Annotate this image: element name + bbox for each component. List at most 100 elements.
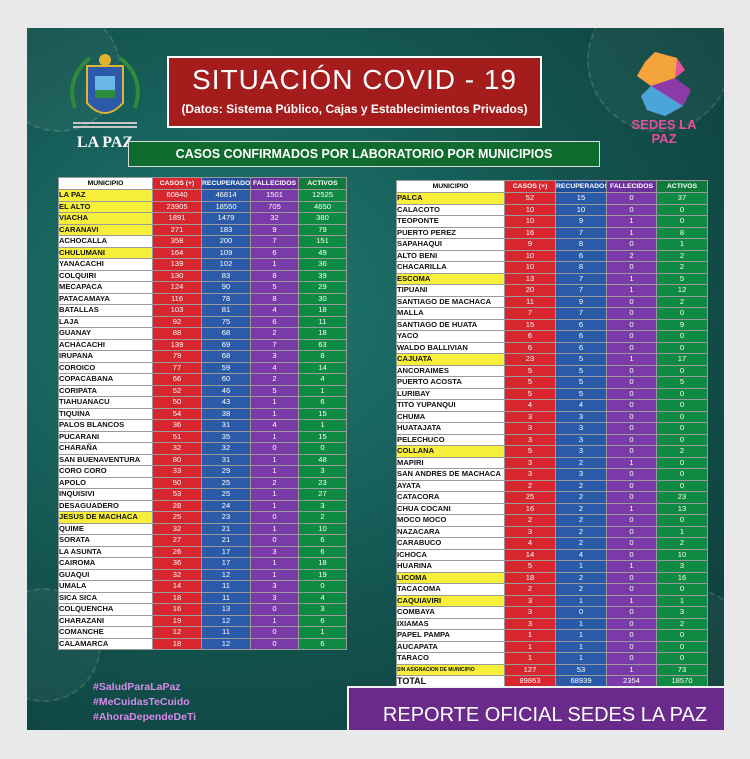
casos-cell: 139 [152, 258, 202, 271]
recuperados-cell: 9 [555, 295, 607, 308]
casos-cell: 16 [504, 226, 556, 239]
recuperados-cell: 6 [555, 249, 607, 262]
municipio-cell: SAN BUENAVENTURA [58, 453, 153, 466]
table-row: MALLA 7 7 0 0 [396, 307, 708, 320]
municipio-cell: TIQUINA [58, 407, 153, 420]
casos-cell: 77 [152, 361, 202, 374]
table-row: PUCARANI 51 35 1 15 [58, 430, 347, 443]
fallecidos-cell: 7 [250, 235, 299, 248]
table-row: CALACOTO 10 10 0 0 [396, 203, 708, 216]
fallecidos-cell: 0 [606, 410, 657, 423]
table-row: SICA SICA 18 11 3 4 [58, 591, 347, 604]
casos-cell: 10 [504, 215, 556, 228]
fallecidos-cell: 0 [250, 534, 299, 547]
fallecidos-cell: 0 [606, 525, 657, 538]
fallecidos-cell: 1 [250, 568, 299, 581]
activos-cell: 3 [298, 603, 347, 616]
fallecidos-cell: 1 [606, 226, 657, 239]
col-header-municipio: MUNICIPIO [58, 177, 153, 190]
coat-of-arms-icon [70, 54, 140, 128]
municipio-cell: PALCA [396, 192, 505, 205]
table-row: ANCORAIMES 5 5 0 0 [396, 364, 708, 377]
municipio-cell: PALOS BLANCOS [58, 419, 153, 432]
logo-right-text: SEDES LA PAZ [631, 117, 697, 146]
table-row: SAPAHAQUI 9 8 0 1 [396, 238, 708, 251]
footer-report-title: REPORTE OFICIAL SEDES LA PAZ [347, 686, 724, 730]
table-row: TARACO 1 1 0 0 [396, 652, 708, 665]
municipio-cell: SANTIAGO DE HUATA [396, 318, 505, 331]
recuperados-cell: 183 [201, 223, 251, 236]
municipio-cell: COMANCHE [58, 626, 153, 639]
activos-cell: 0 [656, 479, 708, 492]
municipio-cell: MOCO MOCO [396, 514, 505, 527]
recuperados-cell: 69 [201, 338, 251, 351]
fallecidos-cell: 1 [250, 488, 299, 501]
recuperados-cell: 17 [201, 557, 251, 570]
table-row: TIQUINA 54 38 1 15 [58, 407, 347, 420]
activos-cell: 380 [298, 212, 347, 225]
table-row: NAZACARA 3 2 0 1 [396, 525, 708, 538]
municipio-cell: COLQUENCHA [58, 603, 153, 616]
municipio-cell: CALAMARCA [58, 637, 153, 650]
fallecidos-cell: 1 [250, 499, 299, 512]
table-row: ESCOMA 13 7 1 5 [396, 272, 708, 285]
activos-cell: 0 [656, 215, 708, 228]
activos-cell: 10 [656, 548, 708, 561]
casos-cell: 26 [152, 545, 202, 558]
recuperados-cell: 11 [201, 580, 251, 593]
municipio-cell: ESCOMA [396, 272, 505, 285]
fallecidos-cell: 1 [250, 258, 299, 271]
recuperados-cell: 6 [555, 318, 607, 331]
municipio-cell: CHUA COCANI [396, 502, 505, 515]
activos-cell: 0 [656, 514, 708, 527]
recuperados-cell: 7 [555, 272, 607, 285]
recuperados-cell: 29 [201, 465, 251, 478]
table-row: SORATA 27 21 0 6 [58, 534, 347, 547]
municipio-cell: CHARAZANI [58, 614, 153, 627]
municipio-cell: COMBAYA [396, 606, 505, 619]
fallecidos-cell: 0 [606, 479, 657, 492]
fallecidos-cell: 1 [606, 215, 657, 228]
activos-cell: 30 [298, 292, 347, 305]
activos-cell: 37 [656, 192, 708, 205]
activos-cell: 2 [656, 445, 708, 458]
casos-cell: 130 [152, 269, 202, 282]
fallecidos-cell: 2 [250, 476, 299, 489]
recuperados-cell: 25 [201, 476, 251, 489]
col-header-fallecidos: FALLECIDOS [250, 177, 299, 190]
recuperados-cell: 5 [555, 353, 607, 366]
activos-cell: 3 [298, 499, 347, 512]
casos-cell: 116 [152, 292, 202, 305]
recuperados-cell: 12 [201, 614, 251, 627]
table-row: SIN ASIGNACION DE MUNICIPIO 127 53 1 73 [396, 663, 708, 676]
casos-cell: 25 [504, 491, 556, 504]
recuperados-cell: 1479 [201, 212, 251, 225]
table-row: QUIME 32 21 1 10 [58, 522, 347, 535]
activos-cell: 6 [298, 545, 347, 558]
activos-cell: 15 [298, 430, 347, 443]
casos-cell: 1 [504, 640, 556, 653]
casos-cell: 13 [504, 272, 556, 285]
municipio-cell: CHUMA [396, 410, 505, 423]
fallecidos-cell: 0 [606, 606, 657, 619]
fallecidos-cell: 3 [250, 580, 299, 593]
table-row: PATACAMAYA 116 78 8 30 [58, 292, 347, 305]
casos-cell: 32 [152, 522, 202, 535]
table-row: EL ALTO 23905 18550 705 4650 [58, 200, 347, 213]
activos-cell: 27 [298, 488, 347, 501]
casos-cell: 60840 [152, 189, 202, 202]
activos-cell: 0 [656, 399, 708, 412]
recuperados-cell: 2 [555, 456, 607, 469]
recuperados-cell: 68 [201, 327, 251, 340]
municipio-cell: AYATA [396, 479, 505, 492]
col-header-casos: CASOS (+) [152, 177, 202, 190]
fallecidos-cell: 0 [250, 511, 299, 524]
table-row: AYATA 2 2 0 0 [396, 479, 708, 492]
section-banner: CASOS CONFIRMADOS POR LABORATORIO POR MU… [128, 141, 600, 167]
fallecidos-cell: 3 [250, 350, 299, 363]
casos-cell: 53 [152, 488, 202, 501]
fallecidos-cell: 5 [250, 281, 299, 294]
recuperados-cell: 4 [555, 548, 607, 561]
casos-cell: 54 [152, 407, 202, 420]
municipio-cell: YACO [396, 330, 505, 343]
